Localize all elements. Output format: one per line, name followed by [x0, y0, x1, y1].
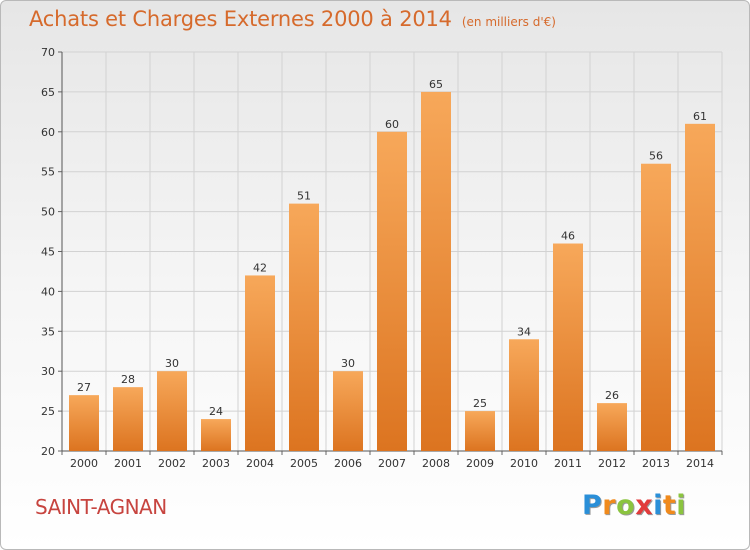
bar — [69, 395, 99, 451]
bar-value-label: 34 — [517, 325, 531, 338]
bar-value-label: 42 — [253, 261, 267, 274]
bar-value-label: 28 — [121, 373, 135, 386]
bar-value-label: 65 — [429, 78, 443, 91]
logo-letter: x — [635, 490, 654, 521]
y-tick-label: 55 — [41, 166, 55, 179]
chart-title: Achats et Charges Externes 2000 à 2014 (e… — [29, 7, 556, 31]
bar — [465, 411, 495, 451]
bar — [333, 371, 363, 451]
x-tick-label: 2012 — [598, 457, 626, 470]
bar-value-label: 56 — [649, 150, 663, 163]
x-tick-label: 2014 — [686, 457, 714, 470]
x-tick-label: 2000 — [70, 457, 98, 470]
logo-letter: P — [582, 490, 603, 521]
y-tick-label: 35 — [41, 325, 55, 338]
x-tick-label: 2002 — [158, 457, 186, 470]
bar-value-label: 46 — [561, 230, 575, 243]
bar-value-label: 26 — [605, 389, 619, 402]
x-tick-label: 2005 — [290, 457, 318, 470]
x-tick-label: 2006 — [334, 457, 362, 470]
title-unit: (en milliers d'€) — [461, 15, 556, 29]
logo-letter: r — [602, 490, 617, 521]
x-tick-label: 2010 — [510, 457, 538, 470]
y-tick-label: 40 — [41, 285, 55, 298]
bar-value-label: 51 — [297, 190, 311, 203]
x-tick-label: 2003 — [202, 457, 230, 470]
bar — [245, 275, 275, 451]
bar — [553, 243, 583, 451]
y-tick-label: 20 — [41, 445, 55, 458]
y-tick-label: 30 — [41, 365, 55, 378]
logo-letter: i — [653, 490, 663, 521]
commune-name: SAINT-AGNAN — [35, 495, 167, 519]
x-tick-label: 2004 — [246, 457, 274, 470]
bar — [509, 339, 539, 451]
bar — [421, 91, 451, 452]
bar — [685, 123, 715, 451]
x-tick-label: 2009 — [466, 457, 494, 470]
bar-value-label: 27 — [77, 381, 91, 394]
logo-letter: o — [616, 490, 636, 521]
y-tick-label: 50 — [41, 206, 55, 219]
bar — [113, 387, 143, 451]
bar — [201, 419, 231, 451]
y-tick-label: 70 — [41, 46, 55, 59]
x-tick-label: 2011 — [554, 457, 582, 470]
y-tick-label: 65 — [41, 86, 55, 99]
x-tick-label: 2008 — [422, 457, 450, 470]
bar — [597, 403, 627, 451]
bar-value-label: 61 — [693, 110, 707, 123]
title-text: Achats et Charges Externes 2000 à 2014 — [29, 7, 452, 31]
bar-value-label: 30 — [341, 357, 355, 370]
bar-value-label: 25 — [473, 397, 487, 410]
logo-letter: i — [676, 490, 687, 521]
logo-letter: t — [662, 490, 677, 521]
x-tick-label: 2013 — [642, 457, 670, 470]
bar — [157, 371, 187, 451]
bar — [289, 203, 319, 451]
x-tick-label: 2001 — [114, 457, 142, 470]
x-tick-label: 2007 — [378, 457, 406, 470]
labels: 27 2000 28 2001 30 2002 24 2003 42 2004 51 2005 30 20… — [70, 78, 714, 470]
bars — [69, 91, 715, 452]
y-tick-label: 45 — [41, 246, 55, 259]
proxiti-logo: Proxiti — [582, 490, 686, 521]
bar-value-label: 30 — [165, 357, 179, 370]
bar — [377, 131, 407, 452]
bar — [641, 163, 671, 451]
bar-value-label: 60 — [385, 118, 399, 131]
y-tick-label: 60 — [41, 126, 55, 139]
y-tick-label: 25 — [41, 405, 55, 418]
bar-value-label: 24 — [209, 405, 223, 418]
